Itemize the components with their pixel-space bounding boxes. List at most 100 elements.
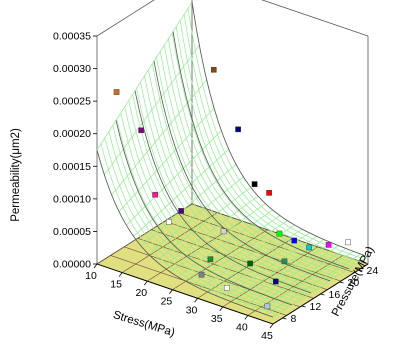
floor-grid-line	[222, 246, 318, 308]
x-tick-mark	[169, 289, 173, 294]
y-tick-mark	[301, 305, 306, 308]
data-point	[166, 219, 172, 225]
data-points	[113, 66, 351, 310]
surface-mesh-line	[126, 130, 222, 226]
surface-mesh-line	[111, 79, 207, 196]
floor-grid-line	[151, 229, 328, 290]
surface-mesh-line	[104, 44, 200, 176]
surface-mesh-line	[250, 248, 347, 310]
data-point	[207, 256, 214, 263]
surface-mesh-line	[170, 203, 266, 273]
surface-mesh-line	[206, 228, 303, 292]
z-tick-label: 0.00025	[53, 96, 91, 108]
surface-rib	[96, 149, 274, 318]
z-tick-label: 0.00020	[53, 128, 91, 140]
x-axis-label: Stress(MPa)	[112, 309, 177, 339]
x-tick-label: 45	[261, 330, 273, 342]
z-tick-label: 0.00030	[53, 63, 91, 75]
surface-rib	[115, 120, 293, 306]
x-tick-label: 15	[110, 279, 122, 291]
box-edge	[96, 0, 155, 37]
z-tick-label: 0.00005	[53, 226, 91, 238]
data-point	[273, 278, 279, 285]
x-tick-mark	[269, 323, 274, 329]
surface-mesh-line	[184, 215, 281, 282]
floor-grid-line	[178, 212, 355, 273]
surface-rib	[134, 90, 312, 294]
y-tick-label: 20	[348, 277, 360, 289]
z-tick-label: 0.00015	[53, 161, 91, 173]
surface-mesh-line	[272, 256, 369, 318]
surface-mesh-line	[162, 195, 259, 268]
data-point	[345, 239, 351, 246]
x-tick-mark	[219, 306, 224, 312]
floor-plane-fill	[96, 203, 369, 325]
data-point	[266, 190, 272, 196]
axes: 0.00000 0.00005 0.00010 0.00015 0.00020 0.000…	[53, 31, 378, 343]
x-tick-mark	[194, 298, 198, 303]
x-tick-label: 10	[85, 270, 97, 282]
data-point	[281, 258, 288, 265]
data-point	[276, 230, 283, 237]
surface-rib	[153, 61, 331, 282]
surface-mesh-line	[221, 236, 317, 299]
z-tick-label: 0.00010	[53, 193, 91, 205]
data-point	[291, 237, 298, 244]
data-point	[235, 126, 241, 133]
y-tick-label: 24	[367, 265, 379, 277]
x-tick-label: 40	[236, 321, 248, 333]
surface-mesh-line	[236, 242, 332, 304]
data-point	[306, 244, 312, 251]
data-point	[251, 181, 258, 187]
y-tick-label: 8	[291, 313, 297, 325]
z-tick-label: 0.00035	[53, 31, 91, 43]
y-tick-mark	[339, 281, 344, 284]
surface-mesh-line	[118, 107, 215, 212]
x-tick-label: 20	[135, 287, 147, 299]
x-tick-mark	[118, 272, 123, 277]
surface-mesh-line	[177, 209, 273, 277]
surface-mesh-line	[148, 176, 244, 255]
x-tick-label: 35	[211, 313, 223, 325]
surface-mesh-line	[243, 245, 339, 307]
x-axis-line	[96, 263, 274, 325]
y-tick-mark	[282, 317, 287, 320]
floor-grid-line	[121, 212, 218, 273]
surface-mesh-line	[265, 253, 361, 315]
x-tick-label: 30	[186, 304, 198, 316]
y-tick-label: 12	[310, 301, 322, 313]
data-point	[325, 242, 332, 248]
floor-grid-line	[96, 203, 193, 265]
fitted-surface-wireframe	[96, 1, 369, 318]
data-point	[113, 89, 120, 95]
x-tick-mark	[143, 280, 148, 286]
data-point	[152, 191, 158, 198]
x-tick-mark	[244, 315, 249, 320]
surface-mesh-line	[155, 187, 251, 262]
data-point	[264, 303, 271, 310]
surface-mesh-line	[140, 164, 237, 247]
x-tick-label: 25	[161, 296, 173, 308]
box-edge	[261, 0, 369, 37]
surface-rib	[172, 31, 350, 270]
surface-mesh-line	[192, 220, 288, 286]
data-point	[178, 208, 184, 214]
surface-mesh-line	[133, 148, 229, 237]
y-tick-mark	[358, 269, 363, 272]
z-axis-label: Permeability(μm2)	[10, 128, 22, 222]
data-point	[138, 127, 144, 134]
data-point	[220, 228, 227, 235]
y-tick-label: 16	[329, 289, 341, 301]
y-tick-mark	[320, 293, 325, 296]
surface-mesh-line	[258, 251, 354, 313]
z-tick-label: 0.00000	[53, 259, 91, 271]
data-point	[198, 271, 205, 278]
data-point	[224, 285, 230, 291]
surface-mesh-line	[96, 1, 193, 151]
data-point	[247, 260, 253, 267]
floor-plane	[96, 203, 369, 325]
x-tick-mark	[93, 263, 98, 269]
surface-rib	[191, 2, 369, 258]
data-point	[210, 66, 217, 73]
